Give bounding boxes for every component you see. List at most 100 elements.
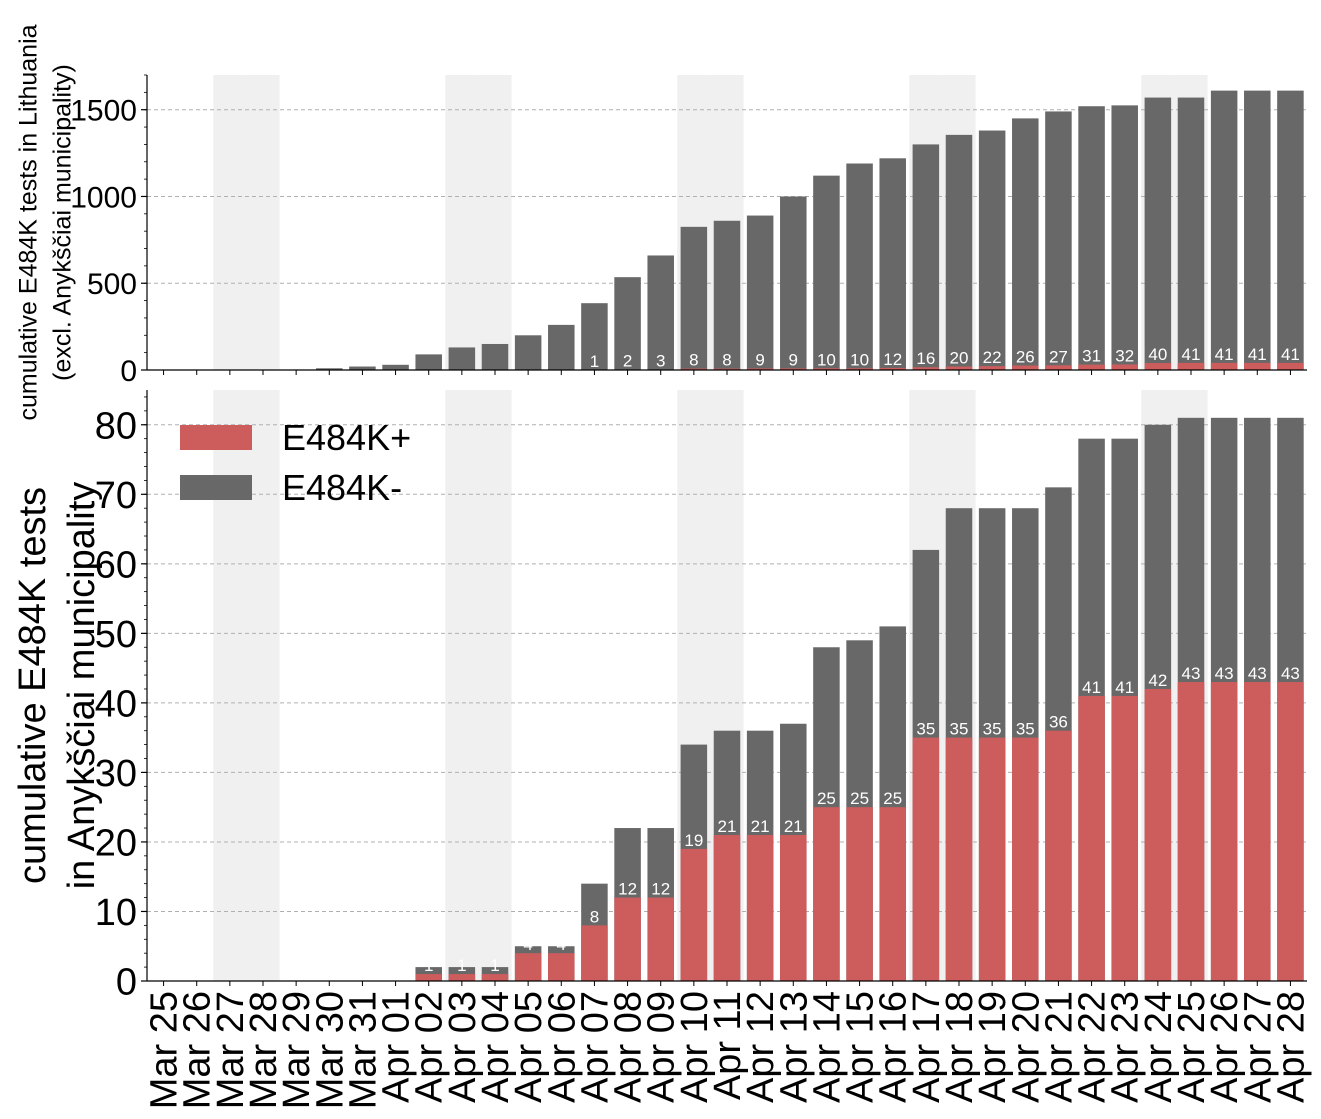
y-tick-label: 80 [95, 405, 137, 447]
data-label: 9 [789, 350, 798, 369]
data-label: 35 [983, 720, 1002, 739]
y-tick-label: 10 [95, 892, 137, 934]
x-tick-label: Apr 28 [1270, 991, 1312, 1103]
data-label: 41 [1182, 345, 1201, 364]
bar-positive [1145, 689, 1172, 981]
bar-negative [747, 216, 774, 370]
data-label: 25 [850, 789, 869, 808]
bar-positive [1111, 696, 1138, 981]
data-label: 41 [1248, 345, 1267, 364]
bar-negative [1012, 118, 1039, 370]
data-label: 41 [1082, 678, 1101, 697]
bar-positive [813, 807, 840, 981]
bar-negative [548, 325, 575, 370]
data-label: 40 [1148, 345, 1167, 364]
data-label: 31 [1082, 347, 1101, 366]
bar-negative [979, 131, 1006, 370]
y-axis-label: in Anykščiai municipality [61, 482, 103, 890]
y-tick-label: 0 [120, 355, 137, 388]
data-label: 8 [590, 907, 599, 926]
bar-negative [846, 164, 873, 371]
bar-negative [813, 176, 840, 370]
data-label: 41 [1115, 678, 1134, 697]
bar-positive [482, 974, 509, 981]
bar-positive [714, 835, 741, 981]
y-tick-label: 1500 [70, 95, 137, 128]
legend-swatch [180, 425, 252, 450]
y-axis-label: cumulative E484K tests in Lithuania [15, 24, 43, 420]
data-label: 4 [557, 935, 566, 954]
data-label: 41 [1281, 345, 1300, 364]
bar-positive [1178, 682, 1205, 981]
bar-positive [1244, 363, 1271, 370]
weekend-shade [213, 75, 246, 370]
y-tick-label: 1000 [70, 181, 137, 214]
bar-negative [681, 227, 708, 370]
bar-negative [382, 365, 409, 370]
data-label: 1 [590, 352, 599, 371]
data-label: 43 [1248, 664, 1267, 683]
data-label: 1 [424, 956, 433, 975]
data-label: 43 [1215, 664, 1234, 683]
y-axis-label: (excl. Anykščiai municipality) [49, 64, 77, 381]
bar-positive [946, 738, 973, 981]
data-label: 22 [983, 348, 1002, 367]
data-label: 36 [1049, 713, 1068, 732]
data-label: 43 [1182, 664, 1201, 683]
bar-positive [1211, 682, 1238, 981]
bar-positive [747, 835, 774, 981]
bar-negative [1178, 98, 1205, 370]
bar-positive [515, 953, 542, 981]
data-label: 9 [755, 350, 764, 369]
bar-positive [846, 807, 873, 981]
y-tick-label: 500 [87, 268, 137, 301]
bar-positive [1277, 682, 1304, 981]
data-label: 8 [689, 351, 698, 370]
data-label: 26 [1016, 347, 1035, 366]
weekend-shade [478, 75, 511, 370]
data-label: 21 [751, 817, 770, 836]
bar-positive [548, 953, 575, 981]
bar-negative [780, 196, 807, 370]
bar-positive [1178, 363, 1205, 370]
bar-negative [946, 135, 973, 370]
data-label: 10 [850, 350, 869, 369]
bar-negative [1145, 98, 1172, 370]
weekend-shade [478, 390, 511, 981]
bar-negative [515, 335, 542, 370]
data-label: 12 [651, 880, 670, 899]
data-label: 43 [1281, 664, 1300, 683]
bar-positive [449, 974, 476, 981]
data-label: 41 [1215, 345, 1234, 364]
data-label: 2 [623, 352, 632, 371]
data-label: 19 [684, 831, 703, 850]
data-label: 4 [523, 935, 532, 954]
data-label: 12 [618, 880, 637, 899]
bar-positive [1145, 363, 1172, 370]
bar-negative [913, 144, 940, 370]
data-label: 27 [1049, 347, 1068, 366]
data-label: 25 [817, 789, 836, 808]
bar-negative [1244, 91, 1271, 370]
bar-positive [1078, 696, 1105, 981]
bar-positive [1244, 682, 1271, 981]
data-label: 35 [1016, 720, 1035, 739]
bar-positive [681, 849, 708, 981]
legend-label: E484K- [282, 467, 402, 508]
data-label: 3 [656, 351, 665, 370]
data-label: 25 [883, 789, 902, 808]
bar-positive [879, 807, 906, 981]
data-label: 10 [817, 350, 836, 369]
data-label: 21 [718, 817, 737, 836]
bar-positive [581, 925, 608, 981]
bar-negative [482, 344, 509, 370]
data-label: 12 [883, 350, 902, 369]
data-label: 8 [722, 351, 731, 370]
bar-positive [979, 738, 1006, 981]
weekend-shade [445, 75, 478, 370]
bar-negative [1078, 106, 1105, 370]
weekend-shade [246, 75, 279, 370]
